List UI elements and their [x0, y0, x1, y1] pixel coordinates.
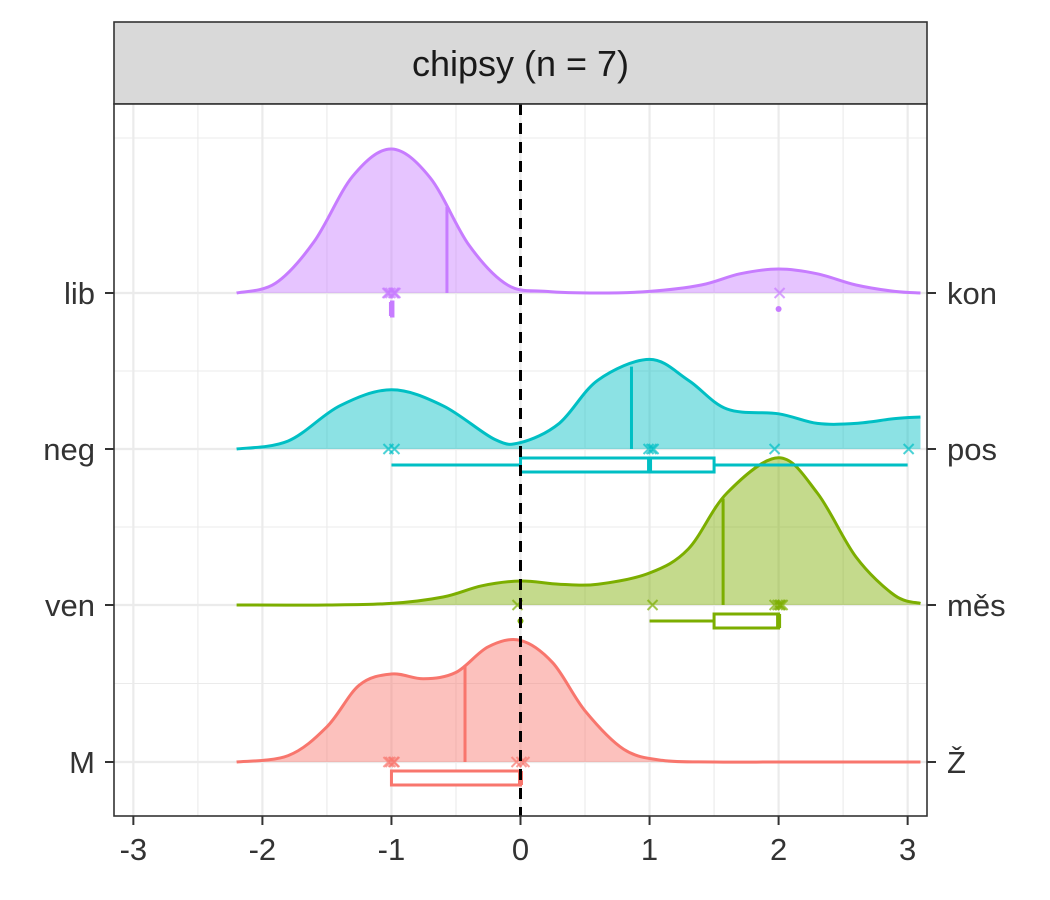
box-iqr: [519, 456, 716, 474]
y-label-left: M: [69, 745, 95, 780]
x-tick-label: -2: [249, 832, 277, 867]
data-point-x: [646, 599, 659, 611]
density-curve: [236, 456, 921, 607]
data-point-x: [642, 443, 655, 455]
data-point-x: [773, 599, 786, 611]
density-curve: [236, 638, 921, 764]
x-tick-label: 1: [641, 832, 658, 867]
data-point-x: [387, 756, 400, 768]
ridge-row: [236, 147, 921, 318]
x-tick-label: 2: [770, 832, 787, 867]
density-area: [236, 457, 921, 606]
data-point-x: [773, 287, 786, 299]
strip-background: [113, 21, 928, 105]
ridge-row: [236, 456, 921, 630]
x-tick-label: -3: [120, 832, 148, 867]
y-label-left: neg: [43, 432, 95, 467]
data-point-x: [384, 756, 397, 768]
density-curve: [236, 147, 921, 295]
data-point-x: [902, 443, 915, 455]
data-point-x: [768, 599, 781, 611]
data-point-x: [768, 443, 781, 455]
density-area: [236, 148, 921, 293]
y-label-right: Ž: [947, 745, 966, 780]
box-outlier: [775, 306, 782, 312]
y-label-right: pos: [947, 432, 997, 467]
x-tick-label: 0: [512, 832, 529, 867]
data-point-x: [771, 599, 784, 611]
box-iqr: [712, 612, 781, 630]
data-point-x: [647, 443, 660, 455]
y-label-left: ven: [45, 588, 95, 623]
box-iqr: [389, 769, 523, 787]
density-area: [236, 359, 921, 449]
data-point-x: [388, 443, 401, 455]
y-label-right: měs: [947, 588, 1006, 623]
y-label-left: lib: [64, 276, 95, 311]
data-point-x: [645, 443, 658, 455]
data-point-x: [515, 756, 528, 768]
data-point-x: [381, 287, 394, 299]
density-area: [236, 639, 921, 763]
x-tick-label: 3: [899, 832, 916, 867]
x-tick-label: -1: [378, 832, 406, 867]
ridges-layer: [236, 147, 921, 787]
y-label-right: kon: [947, 276, 997, 311]
chart-title: chipsy (n = 7): [412, 43, 629, 84]
data-point-x: [384, 287, 397, 299]
density-curve: [236, 357, 921, 451]
ridge-row: [236, 357, 921, 474]
